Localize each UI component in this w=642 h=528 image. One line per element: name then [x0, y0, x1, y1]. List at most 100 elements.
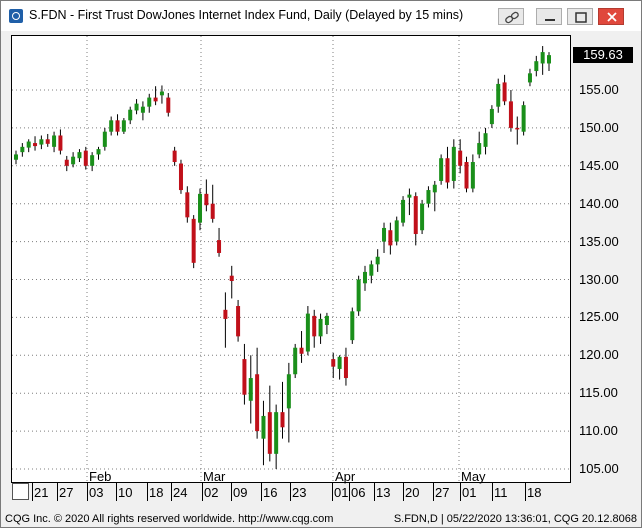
candle-body [147, 97, 152, 107]
candle [83, 146, 88, 170]
y-tick-label: 155.00 [579, 82, 619, 97]
candle-body [172, 150, 177, 163]
minimize-icon [545, 19, 555, 21]
candle-body [229, 275, 234, 282]
candle-body [178, 163, 183, 191]
candle [318, 313, 323, 344]
candle-body [369, 264, 374, 276]
y-tick-label: 115.00 [579, 385, 618, 401]
candle-body [191, 218, 196, 263]
candle [140, 101, 145, 121]
last-price-badge: 159.63 [573, 47, 633, 63]
candle-body [223, 309, 228, 319]
x-tick-label: 27 [59, 485, 74, 500]
candle-body [382, 227, 387, 242]
y-tick-label: 145.00 [579, 157, 619, 173]
y-tick-label: 110.00 [579, 423, 618, 439]
candle-body [267, 412, 272, 454]
candle-body [534, 61, 539, 72]
title-bar[interactable]: S.FDN - First Trust DowJones Internet In… [1, 1, 641, 31]
candle-body [293, 347, 298, 375]
candle [464, 156, 469, 193]
candlestick-chart[interactable] [12, 36, 570, 482]
month-label: May [461, 469, 486, 484]
candle-body [375, 256, 380, 265]
x-tick-label: 23 [292, 485, 307, 500]
x-tick-separator [87, 483, 88, 501]
candle-body [217, 240, 222, 253]
candle [248, 355, 253, 424]
candle-body [540, 52, 545, 64]
x-tick-label: 20 [405, 485, 420, 500]
candle-body [458, 150, 463, 166]
x-tick-separator [374, 483, 375, 501]
candle [242, 343, 247, 405]
candle [178, 159, 183, 194]
candle [96, 146, 101, 160]
candle-body [102, 131, 107, 147]
candle-body [198, 193, 203, 223]
candle-body [439, 158, 444, 181]
candle [58, 129, 63, 155]
candle-body [109, 120, 114, 132]
candle [356, 275, 361, 316]
candle-body [477, 143, 482, 155]
close-icon [607, 12, 617, 22]
candle-body [45, 139, 50, 144]
x-tick-label: 21 [34, 485, 49, 500]
link-icon [505, 11, 519, 24]
candle [153, 86, 158, 106]
candle [14, 150, 18, 165]
candle-body [350, 311, 355, 341]
candle [261, 400, 266, 466]
candle [64, 155, 69, 172]
candle-body [52, 135, 57, 147]
candle-body [185, 192, 190, 218]
candle-body [153, 97, 158, 102]
chart-plot-area[interactable] [11, 35, 571, 483]
maximize-button[interactable] [567, 8, 593, 25]
candle [71, 152, 76, 168]
candle-body [14, 154, 18, 160]
candle [109, 116, 114, 136]
candle-body [394, 220, 399, 242]
candle [540, 46, 545, 75]
minimize-button[interactable] [536, 8, 562, 25]
candle-body [401, 199, 406, 223]
candle [191, 215, 196, 269]
candle [299, 331, 304, 363]
scroll-handle[interactable] [12, 483, 29, 500]
candle [217, 227, 222, 257]
candle-body [420, 203, 425, 231]
close-button[interactable] [598, 8, 624, 25]
candle [286, 362, 291, 443]
x-tick-separator [261, 483, 262, 501]
candle-body [121, 120, 126, 132]
candle-body [274, 412, 279, 454]
candle [172, 146, 177, 166]
candle [388, 222, 393, 255]
candle [39, 135, 44, 150]
candle [312, 309, 317, 348]
link-button[interactable] [498, 8, 524, 25]
candle [350, 307, 355, 344]
candle [407, 188, 412, 216]
candle [331, 353, 336, 379]
candle-body [280, 412, 285, 428]
candle [198, 188, 203, 231]
candle-body [547, 55, 551, 64]
x-tick-label: 01 [334, 485, 349, 500]
copyright-text: CQG Inc. © 2020 All rights reserved worl… [5, 513, 334, 525]
candle [210, 184, 215, 223]
maximize-icon [575, 12, 587, 23]
x-tick-separator [460, 483, 461, 501]
x-tick-separator [290, 483, 291, 501]
candle [147, 93, 152, 113]
candle [204, 179, 209, 212]
month-label: Apr [335, 469, 356, 484]
x-tick-label: 16 [263, 485, 278, 500]
y-tick-label: 130.00 [579, 271, 619, 287]
candle [102, 127, 107, 151]
candle [508, 90, 513, 132]
x-tick-label: 13 [376, 485, 391, 500]
